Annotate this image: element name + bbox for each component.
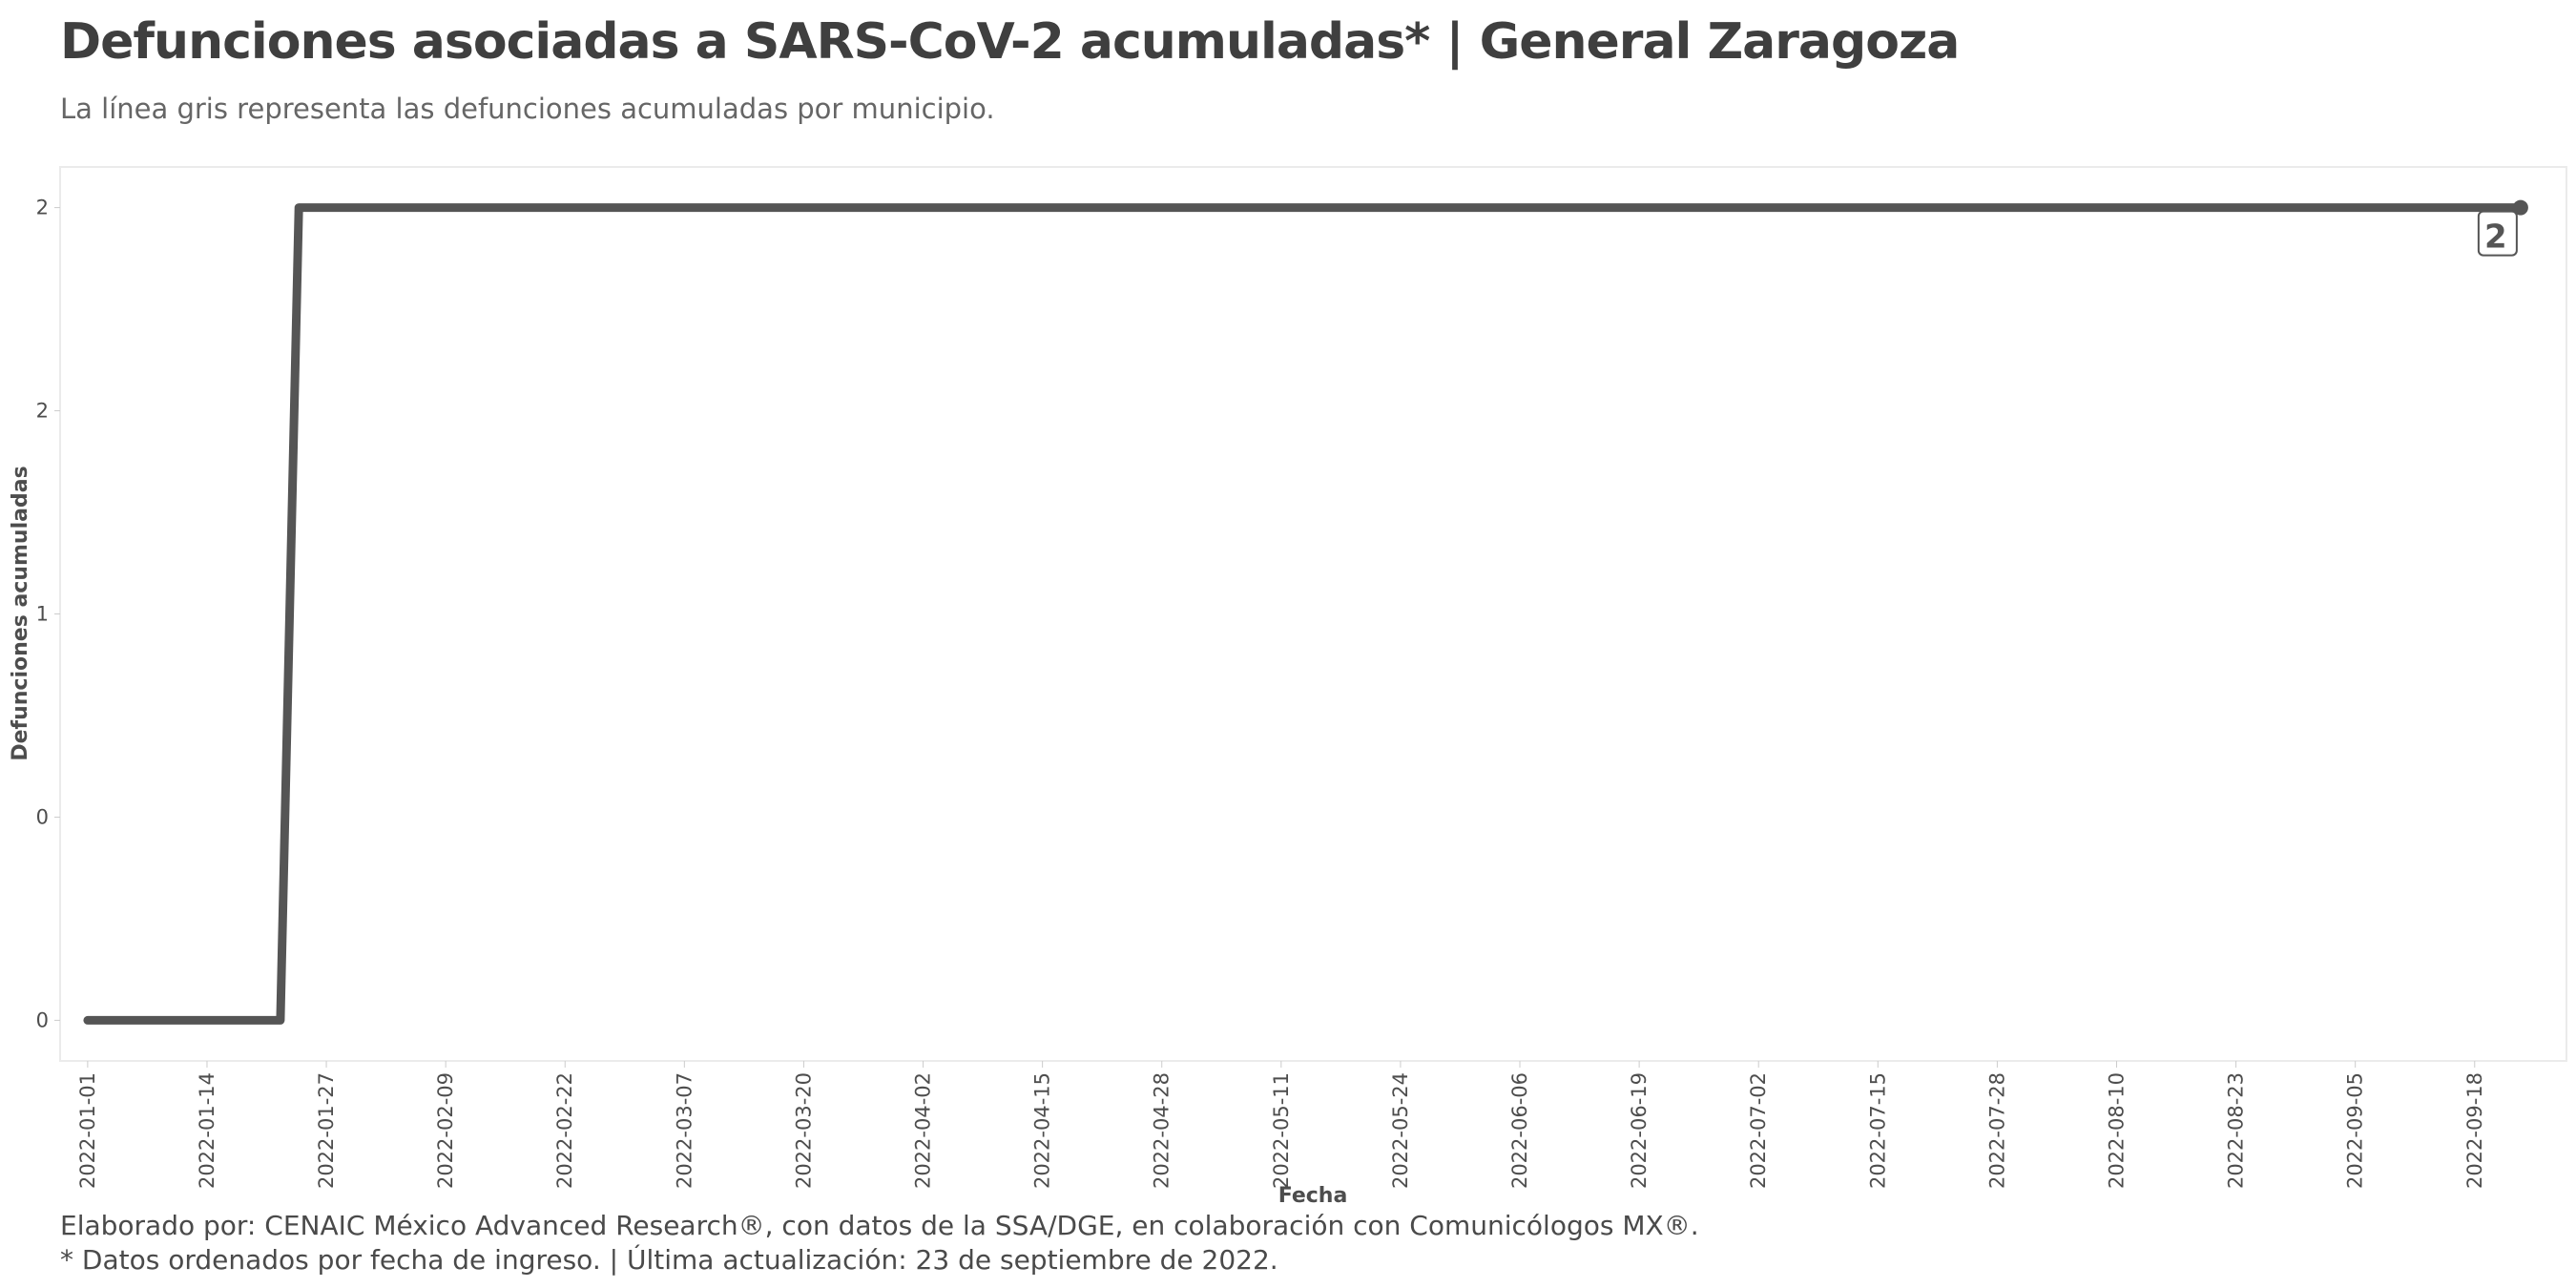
x-tick-label: 2022-04-15 bbox=[1031, 1072, 1054, 1189]
chart-title: Defunciones asociadas a SARS-CoV-2 acumu… bbox=[60, 13, 1960, 71]
credit-caption: Elaborado por: CENAIC México Advanced Re… bbox=[60, 1210, 1699, 1241]
x-tick-label: 2022-01-27 bbox=[315, 1072, 338, 1189]
x-tick-label: 2022-05-24 bbox=[1389, 1072, 1412, 1189]
x-tick-label: 2022-04-02 bbox=[912, 1072, 935, 1189]
x-tick-label: 2022-01-01 bbox=[76, 1072, 99, 1189]
x-tick-label: 2022-07-28 bbox=[1985, 1072, 2008, 1189]
note-caption: * Datos ordenados por fecha de ingreso. … bbox=[60, 1244, 1278, 1276]
chart-subtitle: La línea gris representa las defunciones… bbox=[60, 93, 995, 125]
y-tick-label: 0 bbox=[36, 805, 49, 828]
x-tick-label: 2022-03-07 bbox=[673, 1072, 696, 1189]
x-axis-title: Fecha bbox=[1278, 1184, 1348, 1208]
y-tick-label: 1 bbox=[36, 603, 49, 626]
x-tick-label: 2022-09-05 bbox=[2344, 1072, 2367, 1189]
x-tick-label: 2022-06-19 bbox=[1628, 1072, 1651, 1189]
x-tick-label: 2022-02-09 bbox=[434, 1072, 457, 1189]
end-point bbox=[2512, 199, 2528, 216]
x-tick-label: 2022-07-02 bbox=[1747, 1072, 1770, 1189]
x-tick-label: 2022-04-28 bbox=[1151, 1072, 1174, 1189]
y-tick-label: 0 bbox=[36, 1008, 49, 1031]
x-axis-ticks: 2022-01-01 2022-01-14 2022-01-27 2022-02-09… bbox=[76, 1061, 2486, 1189]
y-tick-label: 2 bbox=[36, 400, 49, 423]
x-tick-label: 2022-06-06 bbox=[1508, 1072, 1531, 1189]
x-tick-label: 2022-08-10 bbox=[2105, 1072, 2128, 1189]
x-tick-label: 2022-01-14 bbox=[196, 1072, 218, 1189]
series-line bbox=[83, 203, 2525, 1025]
y-axis-ticks: 0 0 1 2 2 bbox=[36, 197, 60, 1031]
x-tick-label: 2022-08-23 bbox=[2225, 1072, 2248, 1189]
end-label-box bbox=[2477, 210, 2518, 257]
y-axis-title: Defunciones acumuladas bbox=[9, 466, 32, 760]
x-tick-label: 2022-07-15 bbox=[1866, 1072, 1889, 1189]
x-tick-label: 2022-02-22 bbox=[553, 1072, 576, 1189]
plot-panel bbox=[59, 166, 2567, 1062]
x-tick-label: 2022-09-18 bbox=[2463, 1072, 2486, 1189]
x-tick-label: 2022-03-20 bbox=[792, 1072, 815, 1189]
y-tick-label: 2 bbox=[36, 197, 49, 219]
x-tick-label: 2022-05-11 bbox=[1270, 1072, 1293, 1189]
end-label: 2 bbox=[2484, 218, 2507, 257]
